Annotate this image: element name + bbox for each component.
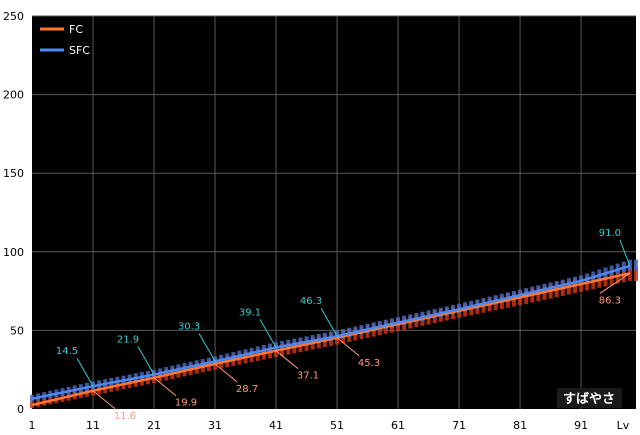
data-label-fc: 45.3 (358, 358, 380, 369)
y-tick-label: 50 (10, 324, 24, 337)
x-tick-label: 71 (452, 419, 466, 432)
data-label-fc: 19.9 (175, 398, 197, 409)
x-tick-label: 41 (269, 419, 283, 432)
legend: FC SFC (40, 23, 90, 57)
data-labels: 14.5 21.9 30.3 39.1 46.3 91.0 11.6 19.9 28.7 37.1… (56, 228, 631, 422)
data-label-fc: 11.6 (114, 411, 136, 422)
plot-background (32, 16, 636, 409)
legend-label-fc: FC (69, 23, 83, 36)
y-tick-label: 250 (3, 10, 24, 23)
y-tick-label: 0 (17, 403, 24, 416)
x-tick-label: 51 (330, 419, 344, 432)
data-label-leader (198, 333, 216, 362)
stat-badge-background (557, 388, 622, 408)
data-label-leader (275, 350, 299, 370)
data-label-sfc: 30.3 (178, 321, 200, 332)
data-label-leader (92, 390, 116, 410)
data-label-sfc: 91.0 (599, 228, 621, 239)
y-tick-label: 150 (3, 167, 24, 180)
data-label-fc: 28.7 (236, 384, 258, 395)
x-tick-label: 11 (86, 419, 100, 432)
data-label-sfc: 39.1 (239, 308, 261, 319)
range-bar-sfc (634, 259, 638, 271)
data-label-leader (336, 337, 360, 357)
data-label-leader (619, 239, 631, 267)
data-label-sfc: 21.9 (117, 335, 139, 346)
data-label-leader (153, 377, 177, 397)
data-label-leader (76, 357, 94, 387)
x-axis-label: Lv (617, 419, 630, 432)
x-tick-label: 31 (208, 419, 222, 432)
data-label-fc: 37.1 (297, 371, 319, 382)
x-tick-label: 21 (147, 419, 161, 432)
grid-lines (32, 15, 636, 409)
data-label-leader (320, 307, 338, 337)
x-tick-label: 91 (574, 419, 588, 432)
x-axis-ticks: 1 11 21 31 41 51 61 71 81 91 Lv (29, 419, 630, 432)
stat-badge: すばやさ (557, 388, 622, 408)
data-label-leader (599, 272, 631, 294)
x-tick-label: 81 (513, 419, 527, 432)
data-label-sfc: 46.3 (300, 296, 322, 307)
y-axis-ticks: 0 50 100 150 200 250 (3, 10, 24, 416)
data-label-leader (214, 363, 238, 383)
data-label-leader (259, 319, 277, 348)
y-tick-label: 200 (3, 89, 24, 102)
x-tick-label: 61 (391, 419, 405, 432)
data-label-sfc: 14.5 (56, 346, 78, 357)
stat-badge-text: すばやさ (563, 392, 615, 407)
legend-label-sfc: SFC (69, 44, 90, 57)
y-tick-label: 100 (3, 246, 24, 259)
data-label-fc: 86.3 (599, 295, 621, 306)
x-tick-label: 1 (29, 419, 36, 432)
range-bar-fc (634, 267, 638, 281)
data-label-leader (137, 346, 155, 375)
